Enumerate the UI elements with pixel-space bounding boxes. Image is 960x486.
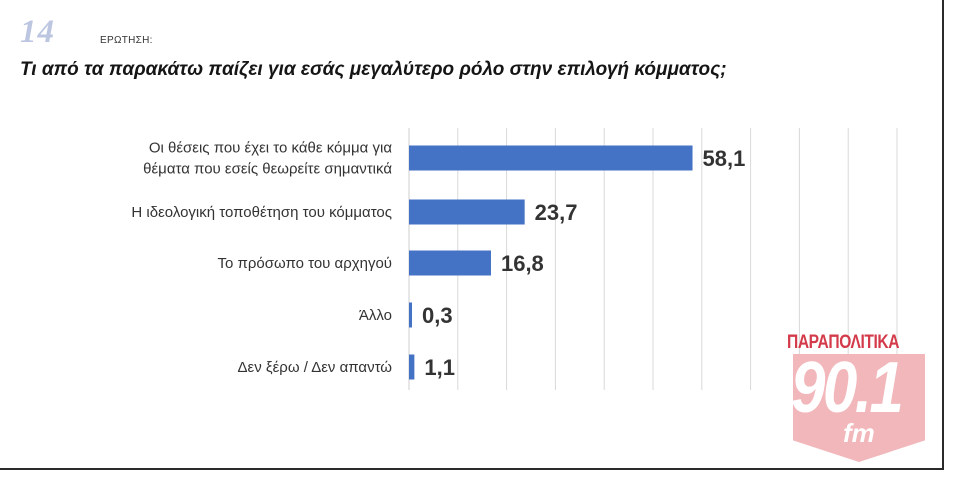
bar	[409, 302, 412, 328]
category-label: θέματα που εσείς θεωρείτε σημαντικά	[143, 161, 392, 178]
data-label: 58,1	[703, 146, 746, 171]
bar	[409, 250, 491, 276]
data-label: 23,7	[535, 200, 578, 225]
question-text: Τι από τα παρακάτω παίζει για εσάς μεγαλ…	[20, 59, 727, 80]
frame-right-border	[942, 0, 944, 470]
logo-number: 90.1	[791, 348, 904, 428]
bar	[409, 145, 693, 171]
data-label: 16,8	[501, 251, 544, 276]
frame-bottom-border	[0, 468, 944, 470]
logo-badge-shape	[793, 354, 925, 462]
category-label: Οι θέσεις που έχει το κάθε κόμμα για	[149, 140, 392, 157]
logo-suffix: fm	[843, 418, 875, 448]
question-label: ΕΡΩΤΗΣΗ:	[100, 35, 153, 46]
data-label: 0,3	[422, 303, 453, 328]
bar	[409, 354, 415, 380]
question-number: 14	[20, 14, 55, 50]
bar	[409, 199, 525, 225]
logo-top-text: ΠΑΡΑΠΟΛΙΤΙΚΑ	[787, 332, 900, 353]
category-label: Η ιδεολογική τοποθέτηση του κόμματος	[131, 204, 392, 221]
station-logo: ΠΑΡΑΠΟΛΙΤΙΚΑ 90.1 fm	[787, 332, 935, 466]
category-label: Άλλο	[359, 307, 392, 324]
data-label: 1,1	[424, 355, 455, 380]
category-label: Δεν ξέρω / Δεν απαντώ	[238, 359, 393, 376]
category-label: Το πρόσωπο του αρχηγού	[217, 255, 392, 272]
